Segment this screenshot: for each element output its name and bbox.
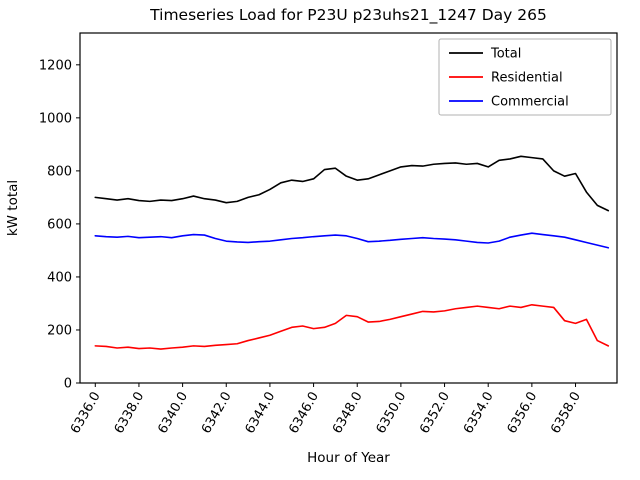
y-tick-label: 0 — [64, 377, 72, 392]
chart-title: Timeseries Load for P23U p23uhs21_1247 D… — [149, 6, 547, 25]
y-tick-label: 600 — [47, 217, 72, 232]
y-tick-label: 200 — [47, 323, 72, 338]
legend-label-total: Total — [490, 47, 521, 62]
series-total-line — [94, 155, 610, 212]
x-axis-label: Hour of Year — [307, 450, 390, 466]
y-tick-label: 1200 — [39, 58, 72, 73]
legend-label-residential: Residential — [491, 71, 563, 86]
series-residential-line — [94, 303, 610, 350]
axes-frame — [79, 32, 618, 384]
y-axis-label: kW total — [5, 180, 21, 236]
series-commercial-line — [94, 232, 610, 249]
y-tick-label: 1000 — [39, 111, 72, 126]
legend-label-commercial: Commercial — [491, 95, 569, 110]
legend-box — [438, 38, 612, 116]
y-tick-label: 400 — [47, 270, 72, 285]
y-tick-label: 800 — [47, 164, 72, 179]
